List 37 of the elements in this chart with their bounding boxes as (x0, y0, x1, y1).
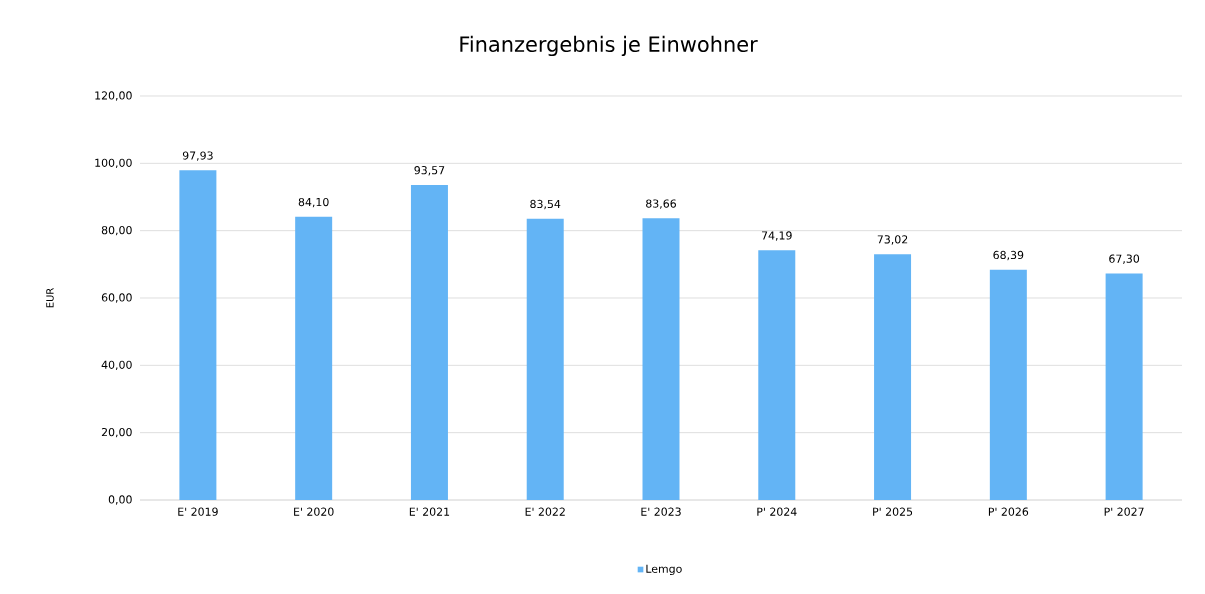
x-tick-label: P' 2025 (873, 507, 913, 516)
y-tick-label: 0,00 (108, 495, 132, 505)
chart-title: Finanzergebnis je Einwohner (460, 35, 758, 57)
bar (989, 269, 1027, 500)
x-tick-label: E' 2020 (294, 507, 334, 516)
y-tick-label: 100,00 (95, 158, 132, 169)
data-label: 97,93 (182, 151, 213, 161)
x-tick-label: E' 2019 (178, 507, 218, 516)
y-tick-label: 120,00 (95, 91, 132, 101)
y-tick-label: 40,00 (101, 360, 132, 371)
x-tick-label: E' 2022 (525, 507, 565, 516)
bar (526, 218, 564, 500)
x-tick-label: P' 2026 (988, 507, 1029, 516)
legend-label: Lemgo (646, 564, 682, 576)
y-axis-title: EUR (46, 288, 54, 308)
data-label: 93,57 (414, 166, 445, 176)
x-tick-label: P' 2027 (1104, 507, 1144, 516)
bar (179, 170, 217, 500)
y-tick-label: 60,00 (101, 293, 132, 303)
bar (295, 216, 333, 500)
data-label: 83,54 (530, 199, 561, 210)
data-label: 84,10 (298, 197, 329, 208)
bar (874, 254, 912, 500)
bar (410, 184, 448, 500)
bar (1105, 273, 1143, 500)
data-label: 73,02 (877, 235, 908, 245)
y-tick-label: 20,00 (101, 427, 132, 438)
x-tick-label: E' 2021 (409, 507, 450, 516)
bar (642, 218, 680, 500)
x-tick-label: E' 2023 (641, 507, 681, 516)
bar (758, 250, 796, 500)
x-tick-label: P' 2024 (757, 507, 797, 516)
data-label: 68,39 (993, 250, 1024, 261)
y-tick-label: 80,00 (101, 225, 132, 236)
data-label: 74,19 (762, 231, 792, 241)
data-label: 67,30 (1109, 254, 1140, 264)
data-label: 83,66 (646, 199, 676, 209)
